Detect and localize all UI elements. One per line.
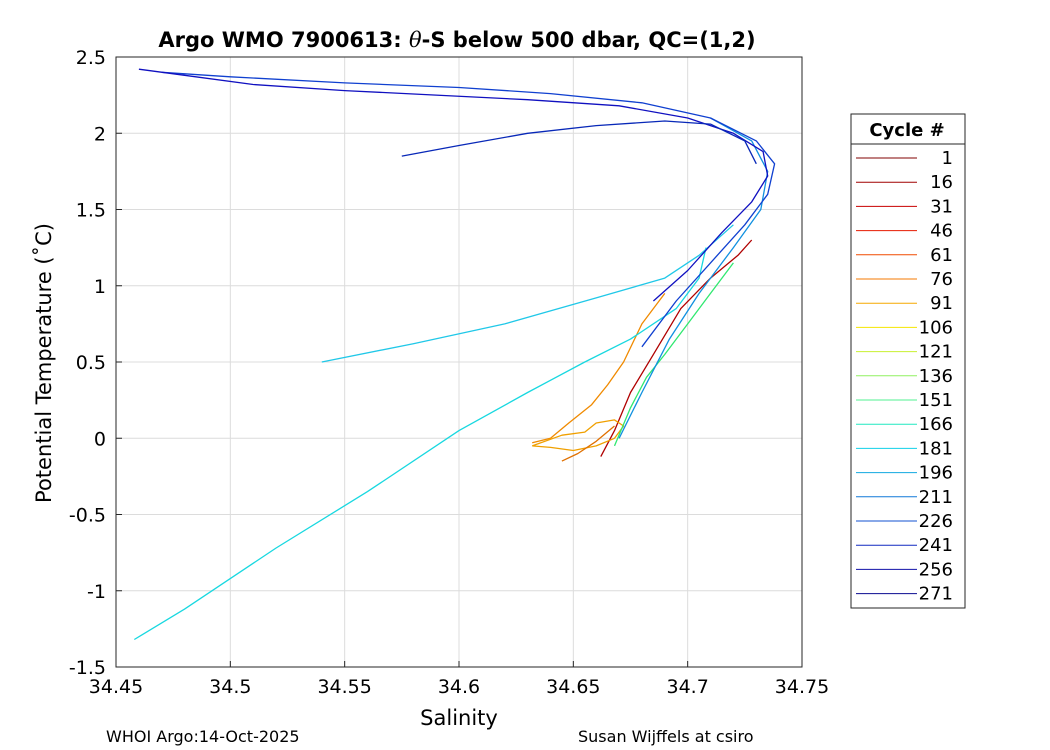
series-line-3: [561, 425, 615, 462]
chart-title-suffix: -S below 500 dbar, QC=(1,2): [422, 28, 756, 52]
x-tick-label: 34.6: [438, 676, 480, 698]
y-tick-label: 2: [94, 123, 106, 145]
data-series: [133, 68, 776, 641]
y-axis-ticks: 2.5 2 1.5 1 0.5 0 -0.5 -1 -1.5: [69, 47, 122, 679]
y-tick-label: -1.5: [69, 657, 106, 679]
legend-label: 226: [919, 511, 953, 532]
x-axis-label: Salinity: [420, 706, 498, 730]
y-tick-label: 1: [94, 276, 106, 298]
legend-label: 151: [919, 390, 953, 411]
legend-label: 181: [919, 438, 953, 459]
legend-label: 196: [919, 463, 953, 484]
series-line-1: [532, 293, 666, 444]
legend-box: [850, 113, 966, 609]
footer-right: Susan Wijffels at csiro: [578, 727, 754, 746]
legend-label: 106: [919, 317, 953, 338]
x-tick-label: 34.55: [317, 676, 371, 698]
grid-lines: [115, 56, 803, 668]
legend-label: 16: [930, 172, 953, 193]
legend-title: Cycle #: [869, 120, 944, 141]
legend-label: 1: [942, 148, 953, 169]
x-tick-label: 34.5: [209, 676, 251, 698]
y-tick-label: -1: [87, 581, 106, 603]
series-line-9: [138, 68, 769, 302]
legend-label: 256: [919, 559, 953, 580]
y-axis-label: Potential Temperature (˚C): [32, 223, 56, 503]
legend-label: 241: [919, 535, 953, 556]
x-tick-label: 34.45: [89, 676, 143, 698]
theta-symbol: θ: [409, 28, 422, 52]
footer-left: WHOI Argo:14-Oct-2025: [106, 727, 300, 746]
legend-label: 166: [919, 414, 953, 435]
chart-title-prefix: Argo WMO 7900613:: [158, 28, 409, 52]
y-tick-label: 2.5: [76, 47, 106, 69]
x-tick-label: 34.75: [775, 676, 829, 698]
x-tick-label: 34.65: [546, 676, 600, 698]
series-line-6: [321, 224, 734, 363]
series-line-7: [618, 117, 769, 439]
series-line-4: [613, 262, 734, 447]
y-tick-label: 0: [94, 428, 106, 450]
legend-label: 76: [930, 269, 953, 290]
series-line-10: [401, 120, 757, 165]
y-tick-label: 0.5: [76, 352, 106, 374]
legend-label: 136: [919, 366, 953, 387]
legend-label: 121: [919, 342, 953, 363]
legend-label: 61: [930, 245, 953, 266]
legend-label: 91: [930, 293, 953, 314]
y-tick-label: 1.5: [76, 200, 106, 222]
legend-label: 271: [919, 584, 953, 605]
x-axis-ticks: 34.45 34.5 34.55 34.6 34.65 34.7 34.75: [89, 661, 829, 698]
series-line-5: [133, 247, 707, 641]
series-line-0: [600, 239, 753, 457]
legend-entries: 1 16 31 46 61 76 91 106 121 136 151 166 181 196 211 226…: [856, 148, 953, 605]
legend-label: 46: [930, 221, 953, 242]
chart-title: Argo WMO 7900613: θ-S below 500 dbar, QC…: [158, 28, 755, 52]
legend-label: 31: [930, 196, 953, 217]
series-line-2: [531, 419, 625, 452]
legend-label: 211: [919, 487, 953, 508]
legend: Cycle # 11631466176911061211361511661811…: [850, 113, 966, 609]
series-line-8: [161, 71, 776, 348]
x-tick-label: 34.7: [667, 676, 709, 698]
y-tick-label: -0.5: [69, 505, 106, 527]
